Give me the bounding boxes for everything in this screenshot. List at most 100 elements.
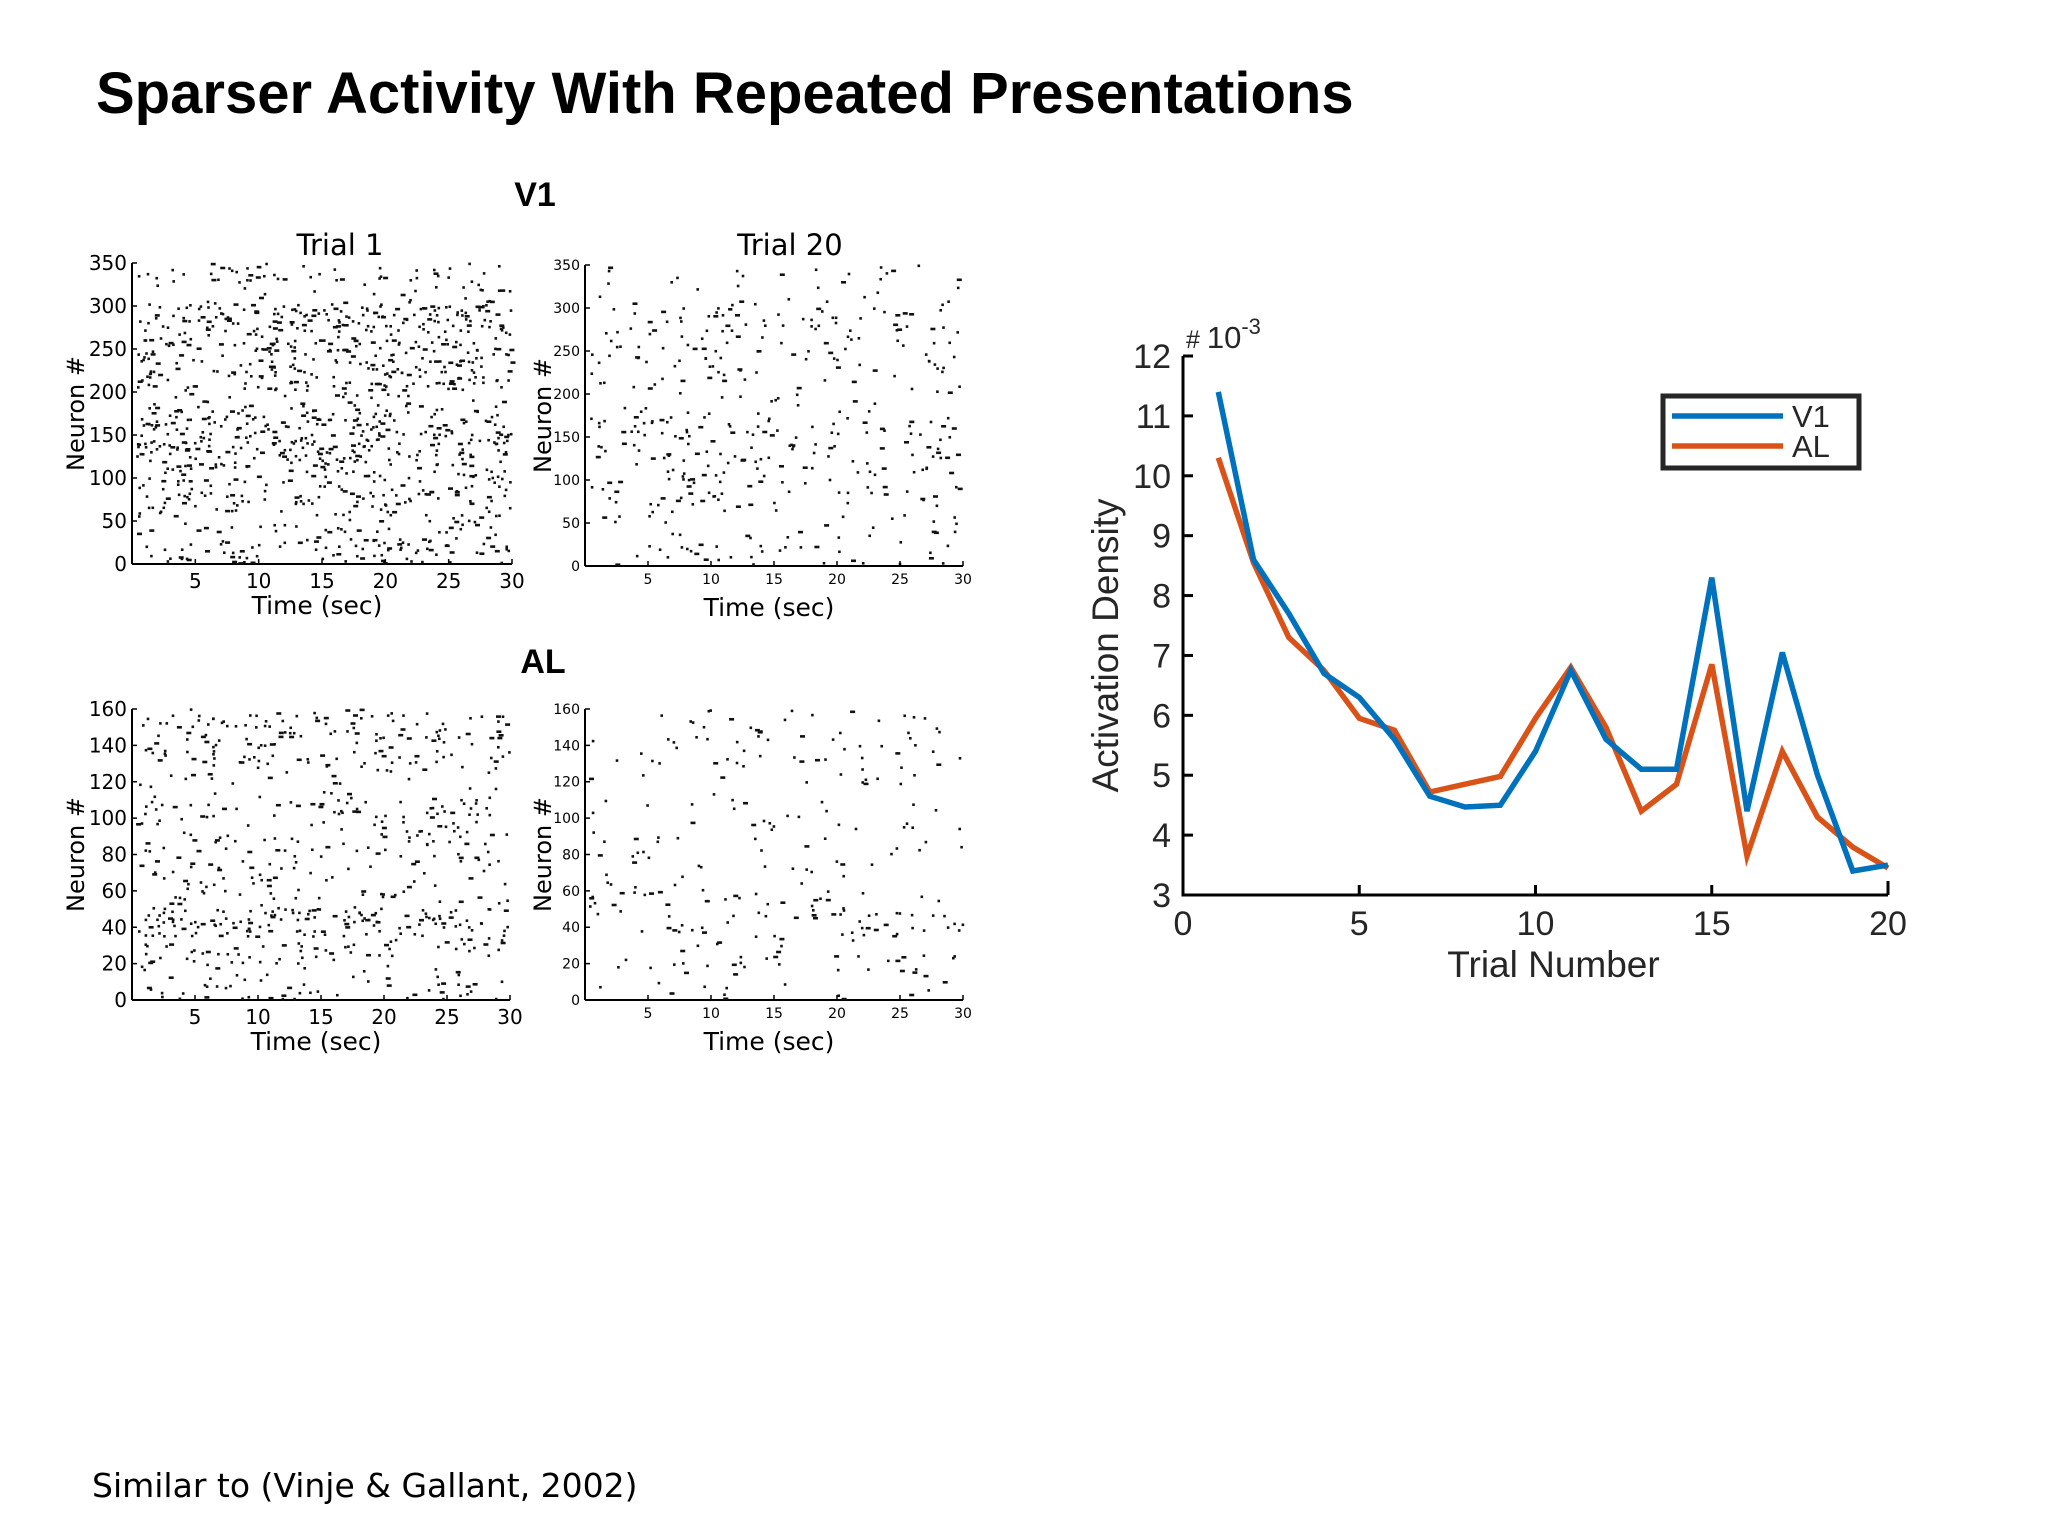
spike bbox=[287, 479, 293, 482]
spike bbox=[802, 466, 808, 469]
raster-y-tick-label: 100 bbox=[89, 466, 127, 490]
spike bbox=[680, 320, 683, 323]
spike bbox=[495, 431, 501, 434]
spike bbox=[723, 997, 729, 1001]
spike bbox=[191, 725, 195, 729]
spike bbox=[254, 310, 260, 313]
spike bbox=[799, 546, 803, 549]
spike bbox=[378, 474, 382, 478]
spike bbox=[657, 836, 660, 839]
spike bbox=[816, 286, 820, 290]
spike bbox=[360, 557, 366, 560]
spike bbox=[860, 926, 864, 930]
spike bbox=[350, 796, 353, 800]
spike bbox=[300, 945, 303, 948]
raster-y-label: Neuron # bbox=[529, 358, 557, 473]
spike bbox=[469, 500, 472, 503]
spike bbox=[347, 792, 352, 796]
spike bbox=[203, 526, 209, 530]
spike bbox=[355, 394, 359, 397]
spike bbox=[196, 347, 202, 350]
spike bbox=[198, 714, 201, 718]
spike bbox=[694, 452, 700, 456]
spike bbox=[429, 360, 432, 363]
spike bbox=[172, 805, 178, 809]
spike bbox=[182, 831, 186, 835]
spike bbox=[936, 763, 942, 766]
spike bbox=[946, 544, 950, 548]
spike bbox=[368, 389, 374, 392]
spike bbox=[504, 435, 510, 439]
spike bbox=[735, 314, 740, 317]
spike bbox=[445, 306, 448, 309]
spike bbox=[189, 708, 193, 711]
spike bbox=[346, 350, 352, 353]
spike bbox=[814, 443, 817, 446]
spike bbox=[873, 402, 877, 405]
spike bbox=[315, 422, 319, 426]
spike bbox=[214, 839, 220, 842]
spike bbox=[486, 300, 489, 303]
spike bbox=[231, 445, 235, 449]
raster-spikes bbox=[589, 709, 965, 1001]
spike bbox=[367, 980, 370, 983]
spike bbox=[361, 890, 367, 893]
spike bbox=[861, 892, 865, 895]
spike bbox=[739, 395, 742, 398]
spike bbox=[505, 833, 509, 836]
spike bbox=[732, 914, 735, 918]
spike bbox=[497, 746, 500, 749]
spike bbox=[376, 530, 379, 533]
spike bbox=[899, 541, 903, 544]
spike bbox=[427, 318, 433, 321]
spike bbox=[937, 899, 941, 903]
spike bbox=[352, 943, 356, 947]
spike bbox=[138, 930, 141, 933]
raster-y-tick-label: 350 bbox=[89, 251, 127, 275]
spike bbox=[503, 929, 506, 933]
spike bbox=[650, 457, 656, 460]
spike bbox=[367, 449, 371, 452]
spike bbox=[448, 916, 454, 919]
spike bbox=[229, 317, 232, 321]
spike bbox=[682, 307, 685, 310]
spike bbox=[227, 317, 231, 321]
spike bbox=[201, 417, 207, 421]
spike bbox=[389, 325, 392, 328]
raster-y-tick-label: 60 bbox=[562, 884, 580, 900]
spike bbox=[454, 493, 460, 497]
spike bbox=[305, 381, 308, 384]
footer-citation: Similar to (Vinje & Gallant, 2002) bbox=[92, 1466, 638, 1505]
spike bbox=[372, 480, 376, 483]
spike bbox=[452, 822, 455, 825]
spike bbox=[776, 429, 779, 432]
spike bbox=[643, 893, 647, 897]
spike bbox=[647, 387, 653, 390]
spike bbox=[167, 344, 171, 348]
spike bbox=[475, 305, 481, 309]
spike bbox=[425, 513, 428, 517]
spike bbox=[290, 323, 294, 326]
spike bbox=[388, 374, 391, 378]
spike bbox=[947, 391, 953, 394]
spike bbox=[763, 865, 767, 868]
spike bbox=[312, 464, 318, 467]
spike bbox=[482, 376, 485, 379]
spike bbox=[259, 744, 263, 747]
spike bbox=[188, 456, 192, 459]
spike bbox=[680, 949, 686, 953]
spike bbox=[712, 793, 716, 796]
spike bbox=[895, 911, 899, 915]
spike bbox=[601, 488, 605, 491]
spike bbox=[355, 807, 359, 811]
spike bbox=[618, 515, 621, 518]
spike bbox=[300, 437, 304, 440]
spike bbox=[331, 412, 335, 416]
spike bbox=[397, 543, 403, 546]
spike bbox=[448, 840, 451, 844]
spike bbox=[721, 329, 724, 333]
spike bbox=[367, 918, 371, 922]
spike bbox=[417, 492, 421, 496]
spike bbox=[254, 349, 258, 352]
spike bbox=[179, 432, 185, 436]
